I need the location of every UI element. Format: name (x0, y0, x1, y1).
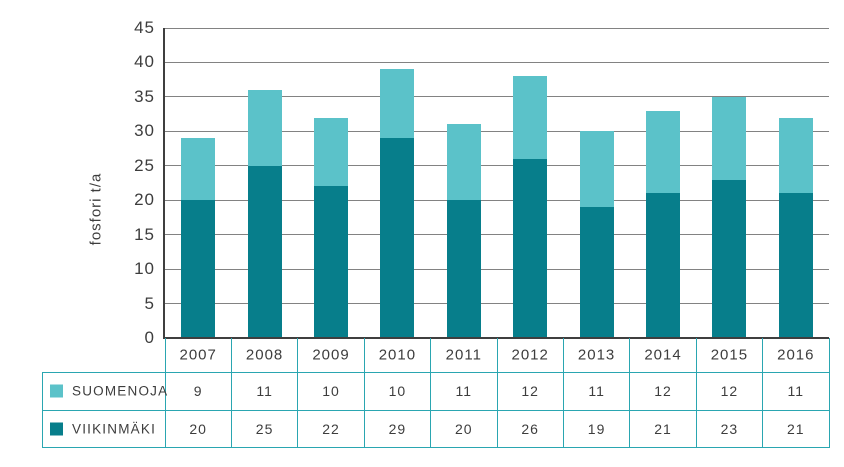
y-tick-label-40: 40 (134, 52, 155, 72)
table-value-2013-suomenoja: 11 (588, 382, 605, 399)
table-value-2016-viikinmäki: 21 (787, 420, 805, 437)
y-axis-line (163, 28, 165, 338)
legend-suomenoja: SUOMENOJA (50, 383, 168, 398)
table-vline (695, 338, 697, 448)
bar-2007-viikinmäki (181, 200, 216, 338)
gridline-5 (165, 303, 829, 305)
bar-2010-suomenoja (380, 69, 415, 139)
table-value-2015-viikinmäki: 23 (720, 420, 739, 437)
table-year-2010: 2010 (378, 346, 417, 364)
bar-2011-viikinmäki (446, 200, 481, 338)
table-vline (629, 338, 631, 448)
table-year-2009: 2009 (312, 346, 350, 364)
gridline-10 (165, 268, 829, 270)
table-value-2007-suomenoja: 9 (193, 382, 203, 399)
table-year-2013: 2013 (577, 346, 616, 364)
bar-2016-viikinmäki (778, 193, 813, 338)
table-hline-0 (42, 371, 830, 373)
bar-2008-viikinmäki (247, 165, 282, 338)
bar-2012-viikinmäki (513, 158, 548, 338)
gridline-45 (165, 27, 829, 29)
x-axis-line (163, 336, 829, 339)
table-year-2015: 2015 (710, 346, 749, 364)
viikinmäki-color-swatch (50, 422, 63, 435)
legend-label: SUOMENOJA (72, 383, 169, 398)
bar-2015-suomenoja (712, 96, 747, 180)
table-hline-1 (42, 409, 830, 411)
gridline-25 (165, 165, 829, 167)
y-tick-label-30: 30 (134, 121, 155, 141)
table-value-2014-suomenoja: 12 (654, 382, 672, 399)
bar-2013-suomenoja (579, 131, 614, 208)
table-hline-2 (42, 447, 830, 448)
bar-2008-suomenoja (247, 90, 282, 166)
table-value-2009-suomenoja: 10 (322, 382, 340, 399)
table-vline (828, 338, 830, 448)
y-tick-label-5: 5 (144, 293, 155, 313)
gridline-40 (165, 61, 829, 63)
table-value-2007-viikinmäki: 20 (189, 420, 207, 437)
table-year-2014: 2014 (644, 346, 682, 364)
bar-2010-viikinmäki (380, 138, 415, 338)
y-tick-label-45: 45 (134, 18, 155, 37)
table-value-2015-suomenoja: 12 (720, 382, 739, 399)
table-year-2008: 2008 (245, 346, 284, 364)
bar-2014-suomenoja (646, 110, 680, 194)
table-vline (762, 338, 764, 448)
table-value-2012-suomenoja: 12 (521, 382, 539, 399)
legend-label: VIIKINMÄKI (72, 421, 157, 436)
bar-2012-suomenoja (513, 76, 548, 159)
table-year-2016: 2016 (777, 346, 815, 364)
y-tick-label-15: 15 (134, 224, 155, 244)
bar-2013-viikinmäki (579, 207, 614, 338)
table-vline (164, 338, 166, 448)
legend-viikinmäki: VIIKINMÄKI (50, 421, 156, 436)
bar-2014-viikinmäki (646, 193, 680, 338)
bar-2009-suomenoja (314, 117, 348, 187)
table-value-2013-viikinmäki: 19 (587, 420, 606, 437)
gridline-20 (165, 199, 829, 201)
table-value-2010-viikinmäki: 29 (388, 420, 407, 437)
gridline-15 (165, 234, 829, 236)
table-vline (230, 338, 232, 448)
table-year-2012: 2012 (511, 346, 549, 364)
table-value-2011-suomenoja: 11 (455, 382, 473, 399)
table-vline (496, 338, 498, 448)
table-vline (297, 338, 299, 448)
table-value-2009-viikinmäki: 22 (322, 420, 340, 437)
y-tick-label-20: 20 (134, 190, 155, 210)
table-value-2008-viikinmäki: 25 (255, 420, 274, 437)
y-tick-label-25: 25 (134, 155, 155, 175)
gridline-30 (165, 130, 829, 132)
table-year-2007: 2007 (179, 346, 217, 364)
table-vline (363, 338, 365, 448)
y-tick-label-10: 10 (134, 259, 155, 279)
gridline-35 (165, 96, 829, 98)
table-value-2011-viikinmäki: 20 (455, 420, 473, 437)
bar-2011-suomenoja (446, 124, 481, 201)
suomenoja-color-swatch (50, 384, 63, 397)
bar-2015-viikinmäki (712, 179, 747, 338)
table-value-2012-viikinmäki: 26 (521, 420, 539, 437)
y-tick-label-0: 0 (144, 328, 155, 347)
table-year-2011: 2011 (445, 346, 482, 364)
table-value-2014-viikinmäki: 21 (654, 420, 672, 437)
table-vline (562, 338, 564, 448)
table-value-2016-suomenoja: 11 (787, 382, 805, 399)
bar-2016-suomenoja (778, 117, 813, 194)
bar-2009-viikinmäki (314, 186, 348, 338)
y-tick-label-35: 35 (134, 86, 155, 106)
table-value-2010-suomenoja: 10 (388, 382, 407, 399)
table-value-2008-suomenoja: 11 (256, 382, 273, 399)
table-vline (430, 338, 432, 448)
bar-2007-suomenoja (181, 138, 216, 201)
